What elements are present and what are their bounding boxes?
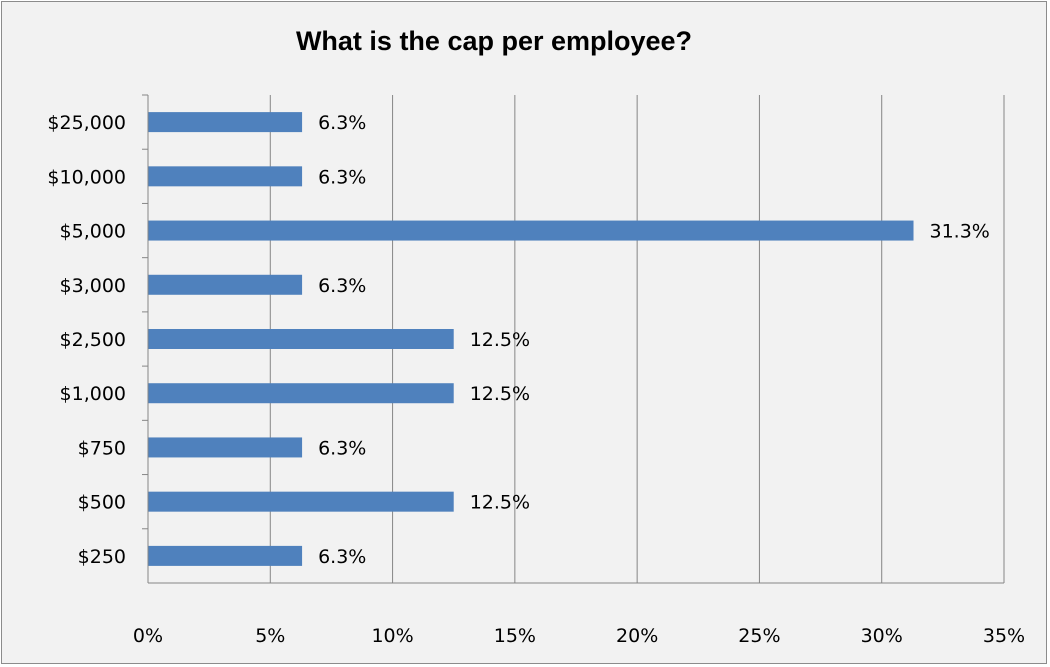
x-tick-label: 5% bbox=[255, 625, 285, 647]
x-tick-label: 30% bbox=[861, 625, 903, 647]
y-category-label: $250 bbox=[78, 546, 126, 568]
y-category-label: $500 bbox=[78, 492, 126, 514]
bar-5 bbox=[148, 383, 454, 404]
data-label: 6.3% bbox=[318, 166, 366, 188]
bars bbox=[148, 112, 914, 566]
y-category-label: $25,000 bbox=[47, 112, 126, 134]
x-tick-label: 0% bbox=[133, 625, 163, 647]
data-labels: 6.3% 6.3% 31.3% 6.3% 12.5% 12.5% 6.3% 12.5% 6.3% bbox=[318, 112, 990, 568]
x-tick-label: 20% bbox=[616, 625, 658, 647]
bar-3 bbox=[148, 274, 303, 295]
bar-4 bbox=[148, 329, 454, 349]
axes: 0% 5% 10% 15% 20% 25% 30% 35% $25,000 $10,000 $5,0… bbox=[47, 94, 1025, 647]
y-category-label: $5,000 bbox=[60, 221, 126, 243]
gridlines bbox=[269, 95, 1005, 583]
y-category-label: $10,000 bbox=[47, 166, 126, 188]
data-label: 6.3% bbox=[318, 437, 366, 459]
bar-2 bbox=[148, 220, 914, 241]
bar-1 bbox=[148, 166, 303, 187]
x-tick-label: 25% bbox=[738, 625, 780, 647]
y-category-label: $1,000 bbox=[60, 383, 126, 405]
y-category-label: $750 bbox=[78, 437, 126, 459]
data-label: 6.3% bbox=[318, 112, 366, 134]
data-label: 12.5% bbox=[470, 383, 530, 405]
data-label: 6.3% bbox=[318, 275, 366, 297]
y-category-label: $2,500 bbox=[60, 329, 126, 351]
bar-6 bbox=[148, 437, 303, 458]
x-tick-label: 10% bbox=[371, 625, 413, 647]
chart-title: What is the cap per employee? bbox=[296, 26, 692, 56]
data-label: 6.3% bbox=[318, 546, 366, 568]
data-label: 31.3% bbox=[930, 221, 990, 243]
data-label: 12.5% bbox=[470, 329, 530, 351]
x-tick-label: 15% bbox=[494, 625, 536, 647]
data-label: 12.5% bbox=[470, 492, 530, 514]
bar-0 bbox=[148, 112, 303, 133]
bar-8 bbox=[148, 545, 303, 566]
bar-7 bbox=[148, 491, 454, 512]
x-tick-label: 35% bbox=[983, 625, 1025, 647]
y-category-label: $3,000 bbox=[60, 275, 126, 297]
